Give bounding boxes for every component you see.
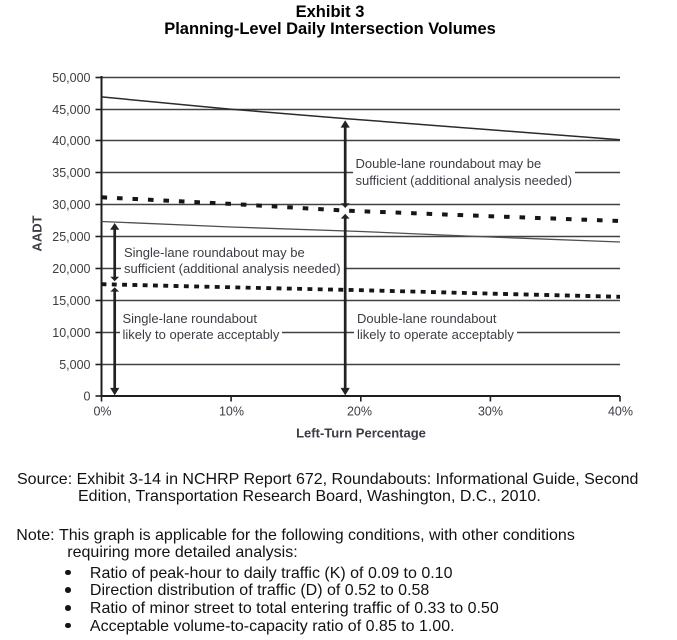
- svg-text:10,000: 10,000: [52, 326, 90, 340]
- svg-text:35,000: 35,000: [52, 166, 90, 180]
- svg-text:10%: 10%: [219, 405, 244, 419]
- svg-text:50,000: 50,000: [52, 71, 90, 85]
- svg-text:15,000: 15,000: [52, 294, 90, 308]
- svg-text:AADT: AADT: [30, 215, 45, 251]
- svg-text:30%: 30%: [478, 405, 503, 419]
- svg-text:20%: 20%: [347, 405, 372, 419]
- svg-text:45,000: 45,000: [52, 103, 90, 117]
- svg-text:30,000: 30,000: [52, 198, 90, 212]
- svg-text:0%: 0%: [93, 405, 111, 419]
- svg-text:40,000: 40,000: [52, 134, 90, 148]
- svg-text:Left-Turn Percentage: Left-Turn Percentage: [296, 426, 426, 441]
- svg-text:0: 0: [84, 389, 91, 403]
- svg-text:40%: 40%: [608, 405, 633, 419]
- svg-text:25,000: 25,000: [52, 230, 90, 244]
- svg-text:20,000: 20,000: [52, 262, 90, 276]
- svg-text:5,000: 5,000: [59, 358, 90, 372]
